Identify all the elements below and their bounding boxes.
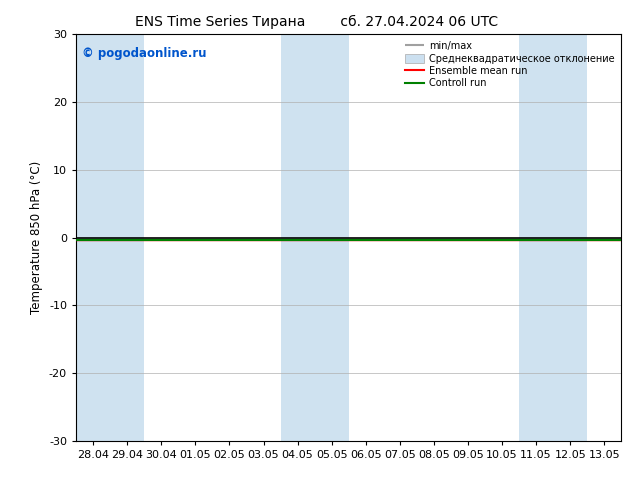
Text: © pogodaonline.ru: © pogodaonline.ru: [82, 47, 206, 59]
Bar: [76, 34, 144, 441]
Bar: [519, 34, 587, 441]
Text: ENS Time Series Тирана        сб. 27.04.2024 06 UTC: ENS Time Series Тирана сб. 27.04.2024 06…: [136, 15, 498, 29]
Legend: min/max, Среднеквадратическое отклонение, Ensemble mean run, Controll run: min/max, Среднеквадратическое отклонение…: [403, 39, 616, 90]
Y-axis label: Temperature 850 hPa (°C): Temperature 850 hPa (°C): [30, 161, 43, 314]
Bar: [280, 34, 349, 441]
